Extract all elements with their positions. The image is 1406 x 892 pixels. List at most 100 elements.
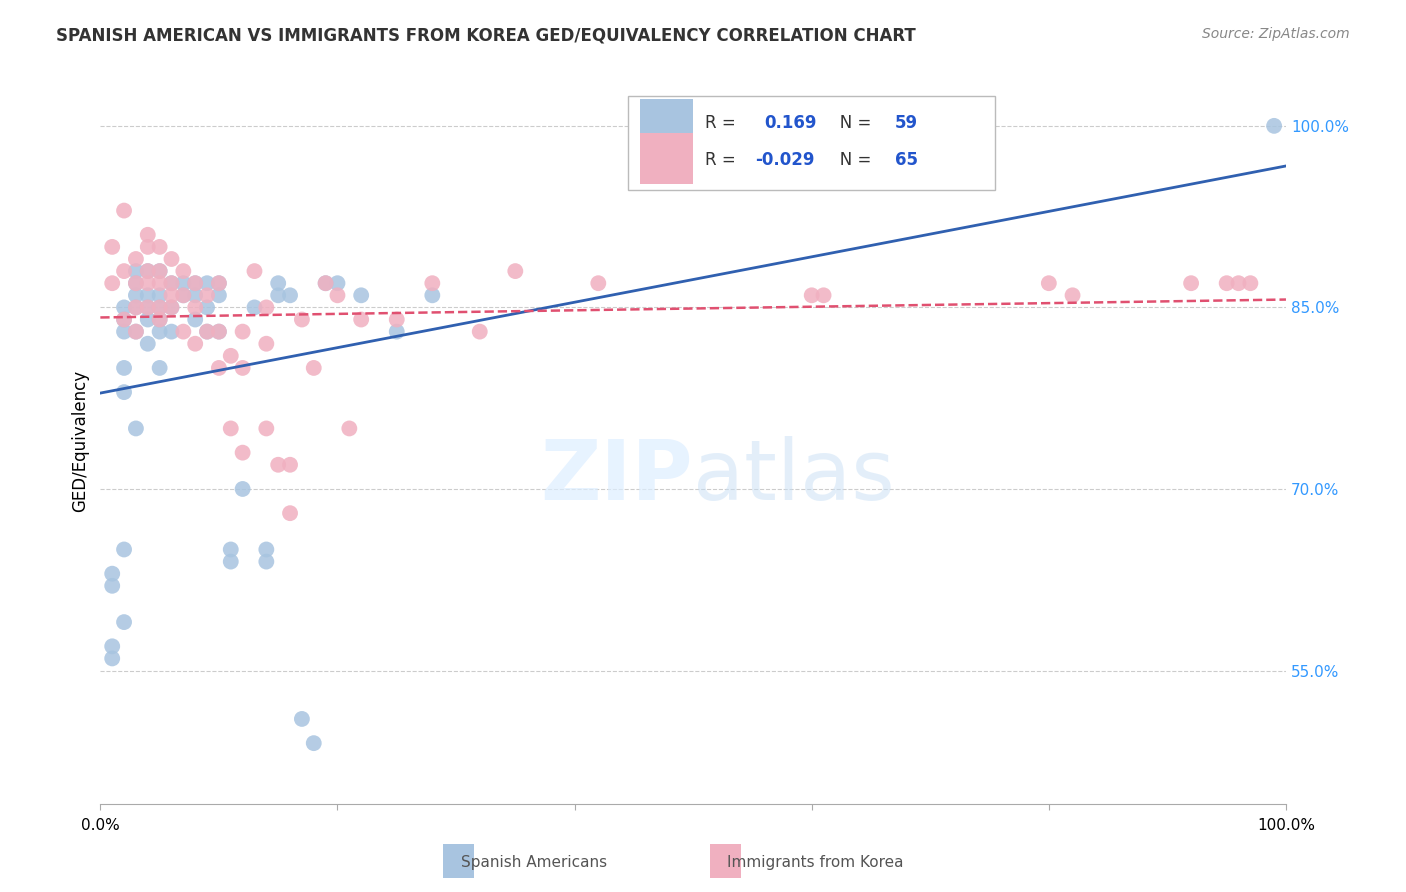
Text: Immigrants from Korea: Immigrants from Korea [727,855,904,870]
Point [184,312,207,326]
Point [101,276,124,290]
Text: 59: 59 [894,114,918,132]
Point [112,385,135,400]
Point [326,288,349,302]
Point [1263,119,1285,133]
Point [302,360,325,375]
Point [149,288,172,302]
Point [125,288,148,302]
Text: N =: N = [824,151,876,169]
Point [813,288,835,302]
Text: atlas: atlas [693,436,894,517]
Point [184,288,207,302]
Point [136,240,159,254]
Point [219,349,242,363]
Text: 65: 65 [894,151,918,169]
Point [1038,276,1060,290]
Point [184,276,207,290]
Text: R =: R = [704,114,741,132]
Point [136,288,159,302]
Point [588,276,610,290]
Point [267,276,290,290]
Point [112,615,135,629]
Point [172,288,194,302]
Point [149,301,172,315]
Point [184,301,207,315]
Point [172,288,194,302]
Point [184,276,207,290]
Point [112,312,135,326]
Point [208,276,231,290]
Point [254,542,277,557]
Point [254,336,277,351]
Point [291,312,314,326]
Point [208,276,231,290]
Text: -0.029: -0.029 [755,151,814,169]
Point [208,325,231,339]
Point [195,276,218,290]
Point [291,712,314,726]
Point [278,506,301,520]
Point [195,325,218,339]
FancyBboxPatch shape [640,99,693,150]
Point [160,301,183,315]
Point [125,421,148,435]
Y-axis label: GED/Equivalency: GED/Equivalency [72,369,89,512]
Point [468,325,491,339]
Point [302,736,325,750]
Point [160,325,183,339]
Point [1180,276,1202,290]
Point [149,276,172,290]
Point [101,240,124,254]
Point [195,301,218,315]
Point [1215,276,1237,290]
FancyBboxPatch shape [443,844,474,878]
Point [136,227,159,242]
Point [254,555,277,569]
Point [149,301,172,315]
Point [160,276,183,290]
Point [101,651,124,665]
Text: 0.0%: 0.0% [82,818,120,833]
Point [160,301,183,315]
Point [125,276,148,290]
Point [254,301,277,315]
Point [136,301,159,315]
Point [326,276,349,290]
Point [232,482,254,496]
Text: N =: N = [824,114,876,132]
FancyBboxPatch shape [710,844,741,878]
Point [149,360,172,375]
Point [420,288,443,302]
Point [125,301,148,315]
Point [172,276,194,290]
Point [136,301,159,315]
Point [315,276,337,290]
Point [160,288,183,302]
FancyBboxPatch shape [628,95,995,190]
Point [219,555,242,569]
Point [208,360,231,375]
Point [136,264,159,278]
Point [505,264,527,278]
Point [160,252,183,266]
Point [219,421,242,435]
Point [125,276,148,290]
Point [112,203,135,218]
Point [149,312,172,326]
Point [136,264,159,278]
Point [350,312,373,326]
Point [149,240,172,254]
Point [125,301,148,315]
Point [232,360,254,375]
Point [112,325,135,339]
Point [125,264,148,278]
Point [136,312,159,326]
Point [195,325,218,339]
FancyBboxPatch shape [640,134,693,184]
Point [219,542,242,557]
Point [125,325,148,339]
Point [149,325,172,339]
Point [101,566,124,581]
Point [267,288,290,302]
